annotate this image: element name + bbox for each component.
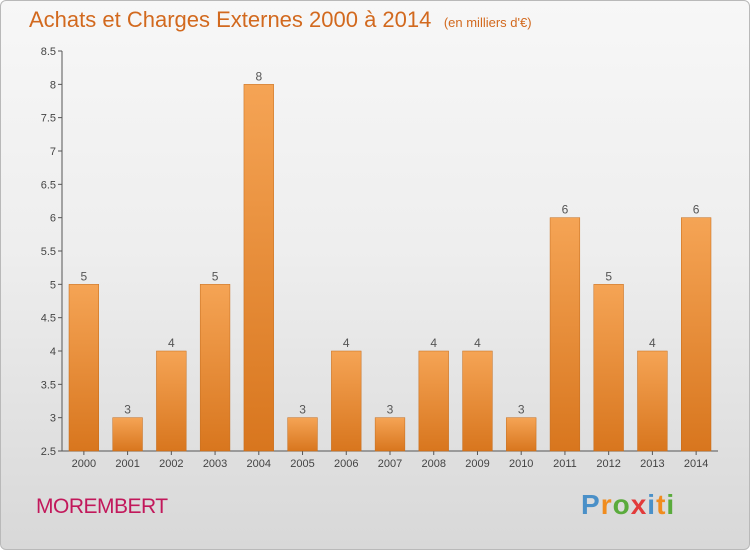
x-tick-label-2014: 2014	[684, 458, 708, 470]
bar-2009	[462, 350, 493, 452]
y-tick-label: 3	[50, 413, 56, 425]
data-label-2010: 3	[518, 403, 525, 417]
x-tick-label-2003: 2003	[203, 458, 227, 470]
x-tick-label-2005: 2005	[290, 458, 314, 470]
data-label-2013: 4	[649, 336, 656, 350]
bar-2001	[112, 417, 143, 452]
data-label-2012: 5	[605, 269, 612, 283]
data-label-2001: 3	[124, 403, 131, 417]
x-tick-label-2013: 2013	[640, 458, 664, 470]
data-label-2007: 3	[387, 403, 394, 417]
chart-bars	[68, 84, 712, 452]
brand-logo[interactable]: Proxiti	[581, 489, 675, 521]
bar-2013	[637, 350, 668, 452]
data-label-2008: 4	[430, 336, 437, 350]
bar-2008	[418, 350, 449, 452]
data-label-2004: 8	[255, 69, 262, 83]
brand-letter: x	[630, 489, 648, 520]
bar-2010	[506, 417, 537, 452]
y-tick-label: 7	[50, 146, 56, 158]
bar-2011	[549, 217, 581, 452]
y-tick-label: 6	[50, 213, 56, 225]
x-tick-label-2010: 2010	[509, 458, 533, 470]
data-label-2000: 5	[81, 269, 88, 283]
bar-2002	[156, 350, 187, 452]
x-tick-label-2001: 2001	[115, 458, 139, 470]
x-tick-label-2006: 2006	[334, 458, 358, 470]
y-tick-label: 4.5	[41, 313, 56, 325]
x-tick-label-2012: 2012	[596, 458, 620, 470]
x-tick-label-2004: 2004	[247, 458, 271, 470]
chart-subtitle: (en milliers d'€)	[443, 15, 532, 30]
data-label-2003: 5	[212, 269, 219, 283]
y-tick-label: 8.5	[41, 46, 56, 58]
y-tick-label: 8	[50, 79, 56, 91]
y-tick-label: 7.5	[41, 113, 56, 125]
brand-letter: r	[600, 489, 613, 520]
bar-2005	[287, 417, 318, 452]
brand-letter: i	[666, 489, 676, 520]
x-tick-label-2011: 2011	[553, 458, 577, 470]
y-tick-label: 2.5	[41, 446, 56, 458]
x-tick-label-2002: 2002	[159, 458, 183, 470]
bar-2003	[199, 284, 231, 452]
data-label-2005: 3	[299, 403, 306, 417]
x-tick-label-2000: 2000	[72, 458, 96, 470]
y-tick-label: 6.5	[41, 179, 56, 191]
data-label-2009: 4	[474, 336, 481, 350]
bar-2004	[243, 84, 274, 452]
chart-data-labels: 5 3 4 5 8 3 4 3 4 4 3 6 5 4 6	[81, 69, 700, 416]
y-tick-label: 5.5	[41, 246, 56, 258]
bar-2012	[593, 284, 624, 452]
brand-letter: i	[647, 489, 657, 520]
chart-header: Achats et Charges Externes 2000 à 2014 (…	[29, 7, 532, 33]
y-tick-label: 4	[50, 346, 56, 358]
data-label-2014: 6	[693, 203, 700, 217]
commune-name: MOREMBERT	[36, 495, 168, 518]
bar-2000	[68, 284, 99, 452]
data-label-2006: 4	[343, 336, 350, 350]
brand-letter: t	[656, 489, 667, 520]
bar-2007	[374, 417, 406, 452]
y-tick-label: 5	[50, 279, 56, 291]
brand-letter: P	[581, 489, 601, 520]
brand-letter: o	[612, 489, 631, 520]
x-tick-label-2007: 2007	[378, 458, 402, 470]
y-tick-label: 3.5	[41, 379, 56, 391]
bar-2006	[331, 350, 362, 452]
chart-title: Achats et Charges Externes 2000 à 2014	[29, 7, 432, 32]
data-label-2002: 4	[168, 336, 175, 350]
x-tick-label-2008: 2008	[421, 458, 445, 470]
bar-2014	[681, 217, 712, 452]
x-tick-label-2009: 2009	[465, 458, 489, 470]
chart-axes: 2.5 3 3.5 4 4.5 5 5.5 6 6.5 7 7.5 8 8.5 2000 2001 2002 2…	[41, 46, 718, 470]
data-label-2011: 6	[562, 203, 569, 217]
